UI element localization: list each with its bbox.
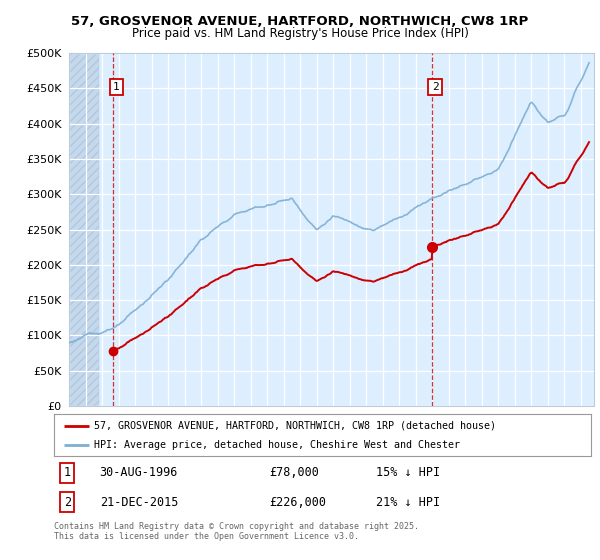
Text: HPI: Average price, detached house, Cheshire West and Chester: HPI: Average price, detached house, Ches… (94, 440, 460, 450)
Text: 2: 2 (431, 82, 439, 92)
Text: 57, GROSVENOR AVENUE, HARTFORD, NORTHWICH, CW8 1RP: 57, GROSVENOR AVENUE, HARTFORD, NORTHWIC… (71, 15, 529, 28)
Text: Price paid vs. HM Land Registry's House Price Index (HPI): Price paid vs. HM Land Registry's House … (131, 27, 469, 40)
Text: 30-AUG-1996: 30-AUG-1996 (100, 466, 178, 479)
Text: 21% ↓ HPI: 21% ↓ HPI (376, 496, 440, 508)
Text: 1: 1 (113, 82, 120, 92)
Text: 57, GROSVENOR AVENUE, HARTFORD, NORTHWICH, CW8 1RP (detached house): 57, GROSVENOR AVENUE, HARTFORD, NORTHWIC… (94, 421, 496, 431)
Text: 2: 2 (64, 496, 71, 508)
Text: 15% ↓ HPI: 15% ↓ HPI (376, 466, 440, 479)
Text: Contains HM Land Registry data © Crown copyright and database right 2025.
This d: Contains HM Land Registry data © Crown c… (54, 522, 419, 542)
Text: 1: 1 (64, 466, 71, 479)
Text: 21-DEC-2015: 21-DEC-2015 (100, 496, 178, 508)
Text: £226,000: £226,000 (269, 496, 326, 508)
Text: £78,000: £78,000 (269, 466, 319, 479)
